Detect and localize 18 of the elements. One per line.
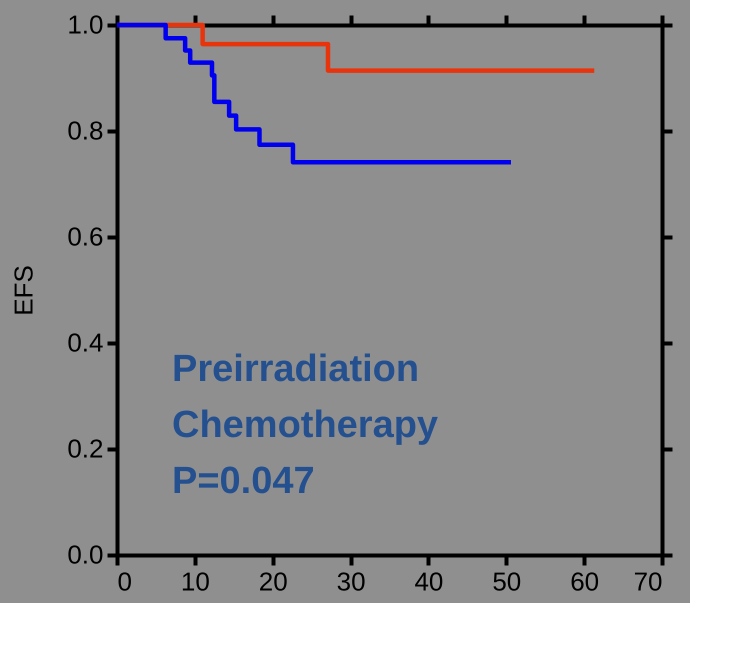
annotation: P=0.047 — [172, 460, 315, 502]
annotation: Preirradiation — [172, 348, 420, 390]
y-axis-title: EFS — [8, 265, 38, 316]
x-tick-label: 60 — [570, 566, 600, 596]
x-tick-label: 30 — [336, 566, 366, 596]
y-tick-label: 0.6 — [67, 222, 104, 252]
y-tick-label: 0.4 — [67, 328, 104, 358]
x-tick-label: 50 — [492, 566, 522, 596]
x-tick-label: 40 — [414, 566, 444, 596]
x-tick-label: 0 — [118, 566, 132, 596]
y-tick-label: 0.8 — [67, 116, 104, 146]
y-tick-label: 0.0 — [67, 540, 104, 570]
x-tick-label: 10 — [180, 566, 210, 596]
y-tick-label: 1.0 — [67, 10, 104, 40]
y-tick-label: 0.2 — [67, 434, 104, 464]
x-tick-label: 70 — [634, 566, 662, 596]
x-tick-label: 20 — [258, 566, 288, 596]
annotation: Chemotherapy — [172, 404, 438, 446]
